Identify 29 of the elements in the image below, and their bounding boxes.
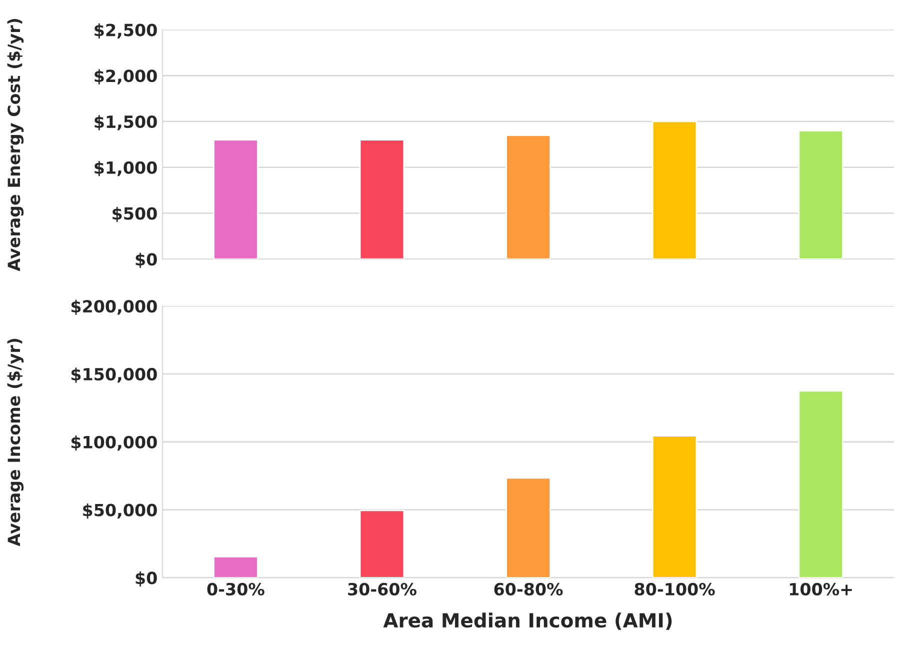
y-tick-label: $0: [136, 571, 157, 586]
x-tick-label: 80-100%: [634, 582, 715, 596]
y-tick-label: $50,000: [83, 503, 157, 519]
y-tick-label: $1,500: [94, 115, 157, 130]
x-tick-label: 0-30%: [207, 582, 264, 596]
y-tick-label: $150,000: [71, 368, 157, 383]
bar: [652, 435, 698, 578]
bar: [213, 139, 258, 260]
bar: [798, 390, 844, 578]
y-tick-label: $500: [112, 206, 157, 222]
bar: [652, 120, 698, 260]
bar: [798, 130, 844, 260]
y-tick-label: $2,500: [94, 23, 157, 39]
bar: [359, 510, 405, 578]
y-tick-label: $2,000: [94, 69, 157, 84]
y-tick-label: $1,000: [94, 161, 157, 176]
x-tick-label: 60-80%: [494, 582, 563, 596]
x-axis-title: Area Median Income (AMI): [383, 612, 672, 630]
x-tick-label: 100%+: [790, 582, 852, 596]
y-tick-label: $200,000: [71, 300, 157, 315]
bar: [506, 134, 551, 260]
y-axis-title: Average Income ($/yr): [7, 338, 24, 546]
y-axis-title: Average Energy Cost ($/yr): [7, 19, 24, 272]
bar: [213, 556, 258, 578]
x-tick-label: 30-60%: [348, 582, 416, 596]
bar: [359, 139, 405, 260]
y-tick-label: $0: [136, 252, 157, 268]
bar: [506, 477, 551, 578]
y-tick-label: $100,000: [71, 436, 157, 451]
